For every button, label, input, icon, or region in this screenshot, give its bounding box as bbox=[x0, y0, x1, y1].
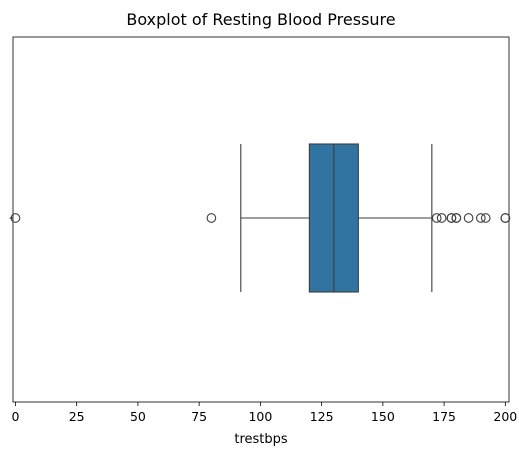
x-tick-label: 100 bbox=[248, 409, 272, 424]
plot-frame bbox=[12, 36, 510, 403]
plot-marks bbox=[10, 143, 511, 293]
outlier-point bbox=[451, 213, 462, 223]
outlier-point bbox=[446, 213, 457, 223]
x-tick-label: 175 bbox=[432, 409, 456, 424]
x-tick-label: 0 bbox=[11, 409, 19, 424]
x-tick-label: 50 bbox=[130, 409, 146, 424]
x-tick-label: 125 bbox=[310, 409, 334, 424]
outlier-point bbox=[431, 213, 442, 223]
x-axis-label: trestbps bbox=[234, 432, 288, 447]
chart-title: Boxplot of Resting Blood Pressure bbox=[126, 10, 395, 29]
outlier-point bbox=[206, 213, 217, 223]
outlier-point bbox=[475, 213, 486, 223]
x-tick-label: 75 bbox=[191, 409, 207, 424]
outlier-point bbox=[480, 213, 491, 223]
x-axis-ticks: 0 25 50 75 100 125 150 175 200 bbox=[11, 402, 517, 424]
outlier-point bbox=[463, 213, 474, 223]
x-tick-label: 25 bbox=[69, 409, 85, 424]
x-tick-label: 150 bbox=[371, 409, 395, 424]
x-tick-label: 200 bbox=[493, 409, 517, 424]
outlier-point bbox=[500, 213, 511, 223]
outlier-point bbox=[436, 213, 447, 223]
